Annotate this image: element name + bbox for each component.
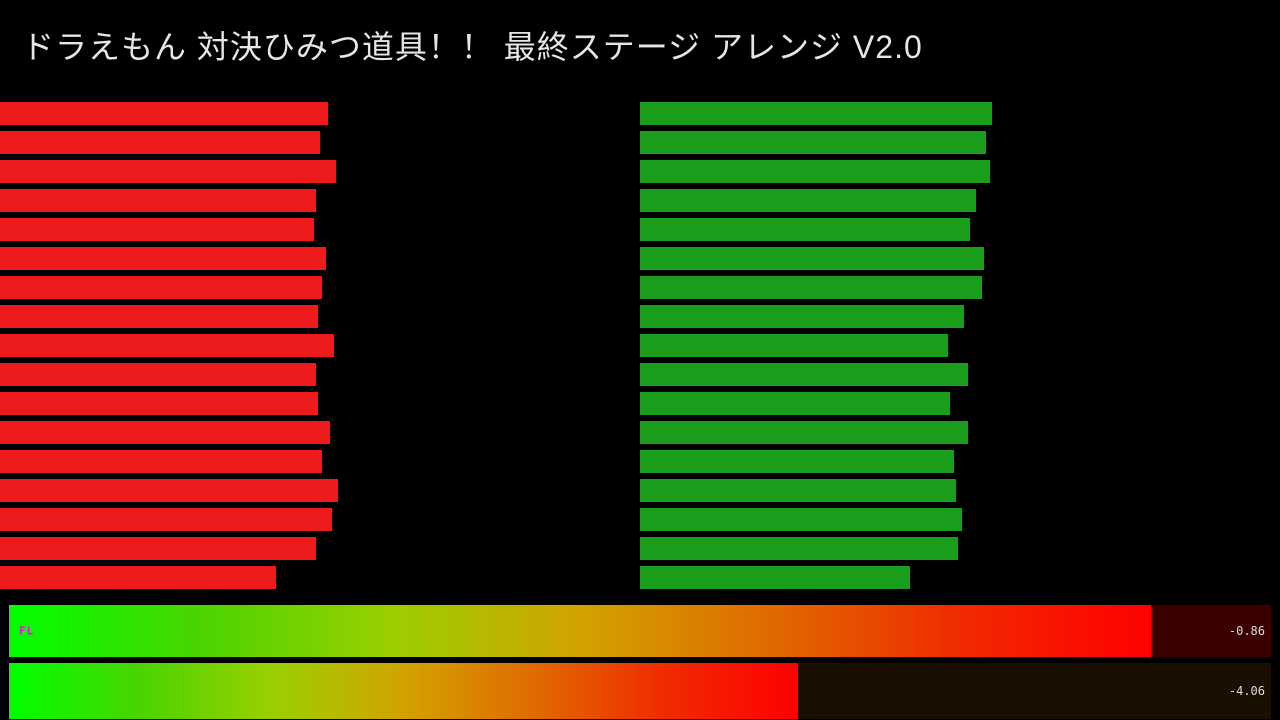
- level-meters: FL -0.86 FR -4.06: [8, 600, 1272, 720]
- left-band: [0, 477, 338, 504]
- meter-fill: [9, 663, 798, 719]
- right-band: [640, 216, 970, 243]
- left-band: [0, 564, 276, 591]
- left-band: [0, 303, 318, 330]
- left-band: [0, 129, 320, 156]
- meter-tail: [798, 663, 1271, 719]
- left-band: [0, 506, 332, 533]
- left-band: [0, 332, 334, 359]
- db-readout: -0.86: [1229, 624, 1265, 638]
- meter-fl: FL -0.86: [8, 604, 1272, 658]
- left-band: [0, 448, 322, 475]
- page-title: ドラえもん 対決ひみつ道具！！ 最終ステージ アレンジ V2.0: [22, 22, 923, 68]
- right-band: [640, 332, 948, 359]
- right-band: [640, 535, 958, 562]
- left-band: [0, 158, 336, 185]
- right-band: [640, 274, 982, 301]
- right-band: [640, 303, 964, 330]
- spectrum-left-channel: [0, 100, 640, 590]
- right-band: [640, 390, 950, 417]
- db-readout: -4.06: [1229, 684, 1265, 698]
- right-band: [640, 419, 968, 446]
- left-band: [0, 535, 316, 562]
- right-band: [640, 448, 954, 475]
- left-band: [0, 187, 316, 214]
- right-band: [640, 506, 962, 533]
- channel-label: FR: [19, 685, 34, 698]
- spectrum-right-channel: [640, 100, 1280, 590]
- left-band: [0, 245, 326, 272]
- right-band: [640, 100, 992, 127]
- right-band: [640, 187, 976, 214]
- right-band: [640, 477, 956, 504]
- left-band: [0, 390, 318, 417]
- meter-fill: [9, 605, 1151, 657]
- right-band: [640, 129, 986, 156]
- left-band: [0, 216, 314, 243]
- meter-fr: FR -4.06: [8, 662, 1272, 720]
- spectrum-visualizer: [0, 100, 1280, 590]
- left-band: [0, 274, 322, 301]
- left-band: [0, 361, 316, 388]
- right-band: [640, 245, 984, 272]
- right-band: [640, 564, 910, 591]
- left-band: [0, 419, 330, 446]
- right-band: [640, 361, 968, 388]
- left-band: [0, 100, 328, 127]
- right-band: [640, 158, 990, 185]
- channel-label: FL: [19, 625, 34, 638]
